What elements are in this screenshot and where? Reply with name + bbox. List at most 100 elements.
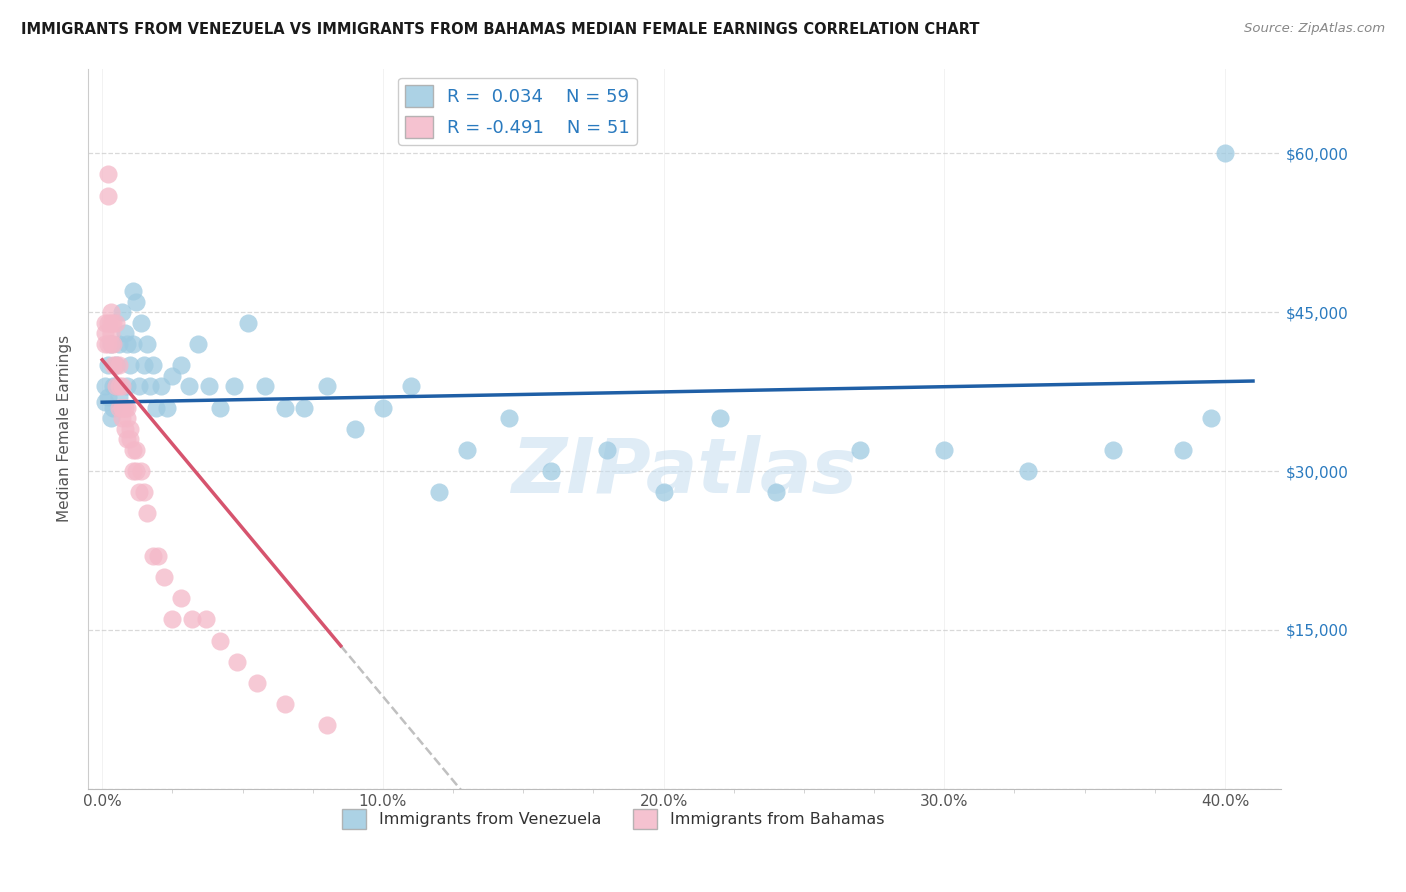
Point: [1017, 464, 1039, 478]
Point: [273, 697, 295, 711]
Point: [97, 358, 120, 372]
Point: [100, 316, 122, 330]
Point: [108, 337, 131, 351]
Point: [125, 464, 148, 478]
Point: [108, 390, 131, 404]
Point: [142, 549, 165, 563]
Point: [134, 358, 156, 372]
Point: [94, 395, 117, 409]
Point: [100, 337, 122, 351]
Point: [94, 326, 117, 341]
Point: [170, 358, 193, 372]
Point: [105, 358, 128, 372]
Point: [117, 432, 139, 446]
Point: [122, 442, 145, 457]
Point: [128, 379, 150, 393]
Point: [122, 337, 145, 351]
Point: [103, 401, 125, 415]
Point: [103, 358, 125, 372]
Point: [170, 591, 193, 606]
Point: [765, 485, 787, 500]
Point: [94, 337, 117, 351]
Point: [652, 485, 675, 500]
Point: [139, 379, 162, 393]
Point: [187, 337, 209, 351]
Point: [156, 401, 179, 415]
Text: ZIPatlas: ZIPatlas: [512, 435, 858, 509]
Point: [150, 379, 173, 393]
Point: [114, 422, 136, 436]
Point: [117, 337, 139, 351]
Point: [111, 401, 134, 415]
Point: [596, 442, 619, 457]
Point: [315, 718, 337, 732]
Point: [343, 422, 366, 436]
Point: [117, 401, 139, 415]
Point: [195, 612, 218, 626]
Point: [97, 337, 120, 351]
Point: [128, 485, 150, 500]
Point: [105, 358, 128, 372]
Point: [148, 549, 170, 563]
Point: [100, 411, 122, 425]
Point: [131, 464, 153, 478]
Point: [179, 379, 201, 393]
Point: [226, 655, 249, 669]
Point: [1213, 146, 1236, 161]
Point: [103, 316, 125, 330]
Point: [371, 401, 394, 415]
Point: [315, 379, 337, 393]
Point: [292, 401, 315, 415]
Point: [1171, 442, 1194, 457]
Point: [111, 305, 134, 319]
Point: [1101, 442, 1123, 457]
Point: [136, 507, 159, 521]
Point: [97, 168, 120, 182]
Point: [209, 401, 232, 415]
Point: [399, 379, 422, 393]
Point: [125, 442, 148, 457]
Point: [934, 442, 956, 457]
Point: [142, 358, 165, 372]
Point: [111, 401, 134, 415]
Legend: Immigrants from Venezuela, Immigrants from Bahamas: Immigrants from Venezuela, Immigrants fr…: [336, 803, 890, 835]
Point: [273, 401, 295, 415]
Point: [253, 379, 276, 393]
Point: [108, 379, 131, 393]
Point: [456, 442, 478, 457]
Point: [114, 326, 136, 341]
Point: [117, 411, 139, 425]
Text: IMMIGRANTS FROM VENEZUELA VS IMMIGRANTS FROM BAHAMAS MEDIAN FEMALE EARNINGS CORR: IMMIGRANTS FROM VENEZUELA VS IMMIGRANTS …: [21, 22, 980, 37]
Point: [103, 337, 125, 351]
Point: [209, 633, 232, 648]
Point: [103, 379, 125, 393]
Point: [236, 316, 259, 330]
Point: [108, 358, 131, 372]
Point: [97, 188, 120, 202]
Point: [100, 305, 122, 319]
Point: [111, 411, 134, 425]
Point: [849, 442, 872, 457]
Point: [94, 316, 117, 330]
Point: [198, 379, 221, 393]
Point: [117, 379, 139, 393]
Point: [122, 464, 145, 478]
Y-axis label: Median Female Earnings: Median Female Earnings: [58, 335, 72, 522]
Point: [134, 485, 156, 500]
Point: [114, 401, 136, 415]
Point: [105, 379, 128, 393]
Point: [122, 284, 145, 298]
Point: [94, 379, 117, 393]
Point: [125, 294, 148, 309]
Point: [153, 570, 176, 584]
Point: [709, 411, 731, 425]
Point: [245, 676, 267, 690]
Point: [162, 368, 184, 383]
Point: [120, 432, 142, 446]
Point: [1199, 411, 1222, 425]
Point: [120, 358, 142, 372]
Point: [120, 422, 142, 436]
Point: [162, 612, 184, 626]
Point: [100, 326, 122, 341]
Point: [108, 401, 131, 415]
